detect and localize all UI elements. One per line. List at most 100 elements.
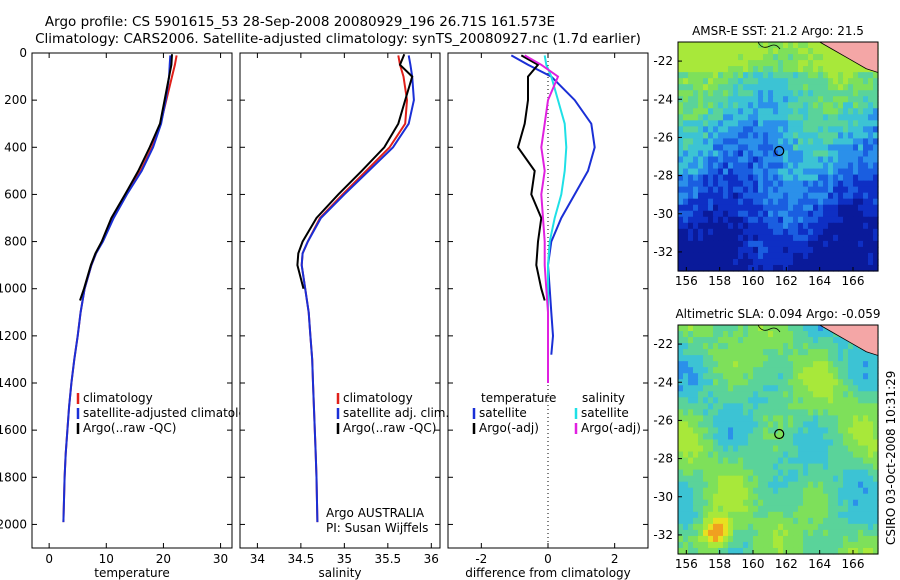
map-cell xyxy=(723,373,729,380)
map-cell xyxy=(713,379,719,386)
map-cell xyxy=(683,84,689,91)
map-cell xyxy=(803,54,809,61)
map-cell xyxy=(858,180,864,188)
map-cell xyxy=(798,397,804,404)
map-cell xyxy=(873,493,879,501)
map-cell xyxy=(773,451,779,459)
map-cell xyxy=(798,367,804,374)
map-cell xyxy=(688,397,694,404)
map-cell xyxy=(728,162,734,170)
map-cell xyxy=(703,463,709,471)
map-cell xyxy=(793,258,799,266)
map-cell xyxy=(868,72,874,79)
map-cell xyxy=(823,198,829,206)
map-cell xyxy=(683,451,689,459)
map-cell xyxy=(698,385,704,392)
map-cell xyxy=(793,252,799,260)
map-cell xyxy=(703,343,709,350)
map-cell xyxy=(678,325,684,332)
map-cell xyxy=(723,463,729,471)
map-cell xyxy=(813,391,819,398)
map-cell xyxy=(718,439,724,447)
map-cell xyxy=(748,126,754,133)
map-cell xyxy=(678,108,684,115)
map-cell xyxy=(733,138,739,146)
map-cell xyxy=(703,331,709,338)
map-cell xyxy=(783,84,789,91)
map-cell xyxy=(678,541,684,549)
map-cell xyxy=(798,54,804,61)
map-cell xyxy=(743,60,749,67)
map-cell xyxy=(828,373,834,380)
map-cell xyxy=(768,180,774,188)
map-cell xyxy=(713,541,719,549)
map-cell xyxy=(708,180,714,188)
map-cell xyxy=(763,487,769,495)
map-cell xyxy=(728,210,734,218)
map-cell xyxy=(868,355,874,362)
map-cell xyxy=(743,439,749,447)
map-cell xyxy=(778,511,784,519)
map-cell xyxy=(798,48,804,55)
map-cell xyxy=(823,216,829,224)
map-cell xyxy=(808,174,814,182)
map-cell xyxy=(723,132,729,140)
map-cell xyxy=(683,138,689,146)
map-cell xyxy=(833,409,839,416)
map-cell xyxy=(753,445,759,453)
map-cell xyxy=(753,60,759,67)
map-cell xyxy=(828,72,834,79)
map-cell xyxy=(818,174,824,182)
map-cell xyxy=(828,66,834,73)
map-cell xyxy=(783,198,789,206)
map-cell xyxy=(838,168,844,176)
map-cell xyxy=(778,421,784,429)
map-cell xyxy=(708,126,714,133)
map-cell xyxy=(863,168,869,176)
map-cell xyxy=(823,433,829,441)
map-cell xyxy=(683,156,689,164)
map-cell xyxy=(798,475,804,483)
map-cell xyxy=(723,433,729,441)
map-cell xyxy=(743,174,749,182)
map-cell xyxy=(813,162,819,170)
map-cell xyxy=(688,216,694,224)
map-cell xyxy=(773,156,779,164)
map-cell xyxy=(803,547,809,555)
map-cell xyxy=(683,168,689,176)
map-cell xyxy=(723,427,729,435)
map-cell xyxy=(833,186,839,194)
map-cell xyxy=(753,361,759,368)
map-cell xyxy=(718,252,724,260)
map-cell xyxy=(723,114,729,121)
map-cell xyxy=(698,451,704,459)
map-cell xyxy=(688,156,694,164)
map-cell xyxy=(698,337,704,344)
map-cell xyxy=(853,102,859,109)
map-cell xyxy=(773,535,779,543)
map-cell xyxy=(708,379,714,386)
map-cell xyxy=(753,252,759,260)
map-cell xyxy=(718,192,724,200)
map-cell xyxy=(803,132,809,140)
map-cell xyxy=(863,487,869,495)
map-cell xyxy=(738,337,744,344)
map-cell xyxy=(773,222,779,230)
map-cell xyxy=(823,379,829,386)
map-cell xyxy=(743,54,749,61)
map-cell xyxy=(868,240,874,248)
map-cell xyxy=(738,409,744,416)
map-cell xyxy=(858,240,864,248)
map-cell xyxy=(813,198,819,206)
map-cell xyxy=(873,204,879,212)
map-cell xyxy=(688,120,694,127)
map-cell xyxy=(723,252,729,260)
map-cell xyxy=(768,66,774,73)
map-cell xyxy=(743,114,749,121)
map-cell xyxy=(863,156,869,164)
y-tick-label: -28 xyxy=(653,452,673,466)
x-tick-label: 164 xyxy=(808,557,831,571)
map-cell xyxy=(798,180,804,188)
y-tick-label: 0 xyxy=(19,46,27,60)
map-title: AMSR-E SST: 21.2 Argo: 21.5 xyxy=(692,24,864,38)
